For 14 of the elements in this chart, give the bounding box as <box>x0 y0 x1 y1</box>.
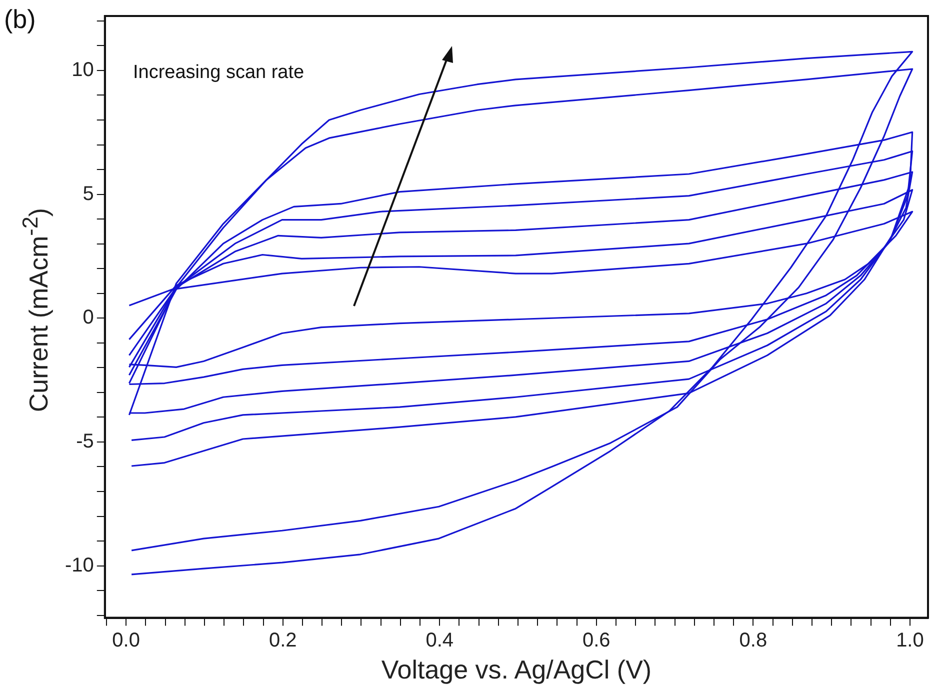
y-tick-label: -5 <box>76 430 94 452</box>
x-tick-label: 0.6 <box>582 629 610 652</box>
x-tick-label: 0.2 <box>268 629 297 652</box>
y-tick-label: -10 <box>65 554 94 576</box>
x-tick-label: 0.8 <box>739 629 768 652</box>
y-tick-label: 0 <box>82 306 94 329</box>
text: (b) <box>4 4 36 35</box>
x-tick-label: 0.0 <box>112 629 140 652</box>
y-tick-label: 5 <box>82 182 94 205</box>
y-tick-label: 10 <box>72 59 94 81</box>
x-tick-label: 0.4 <box>426 629 454 652</box>
x-axis-title: Voltage vs. Ag/AgCl (V) <box>381 654 652 685</box>
x-tick-label: 1.0 <box>896 629 924 652</box>
annotation: Increasing scan rate <box>133 62 304 84</box>
